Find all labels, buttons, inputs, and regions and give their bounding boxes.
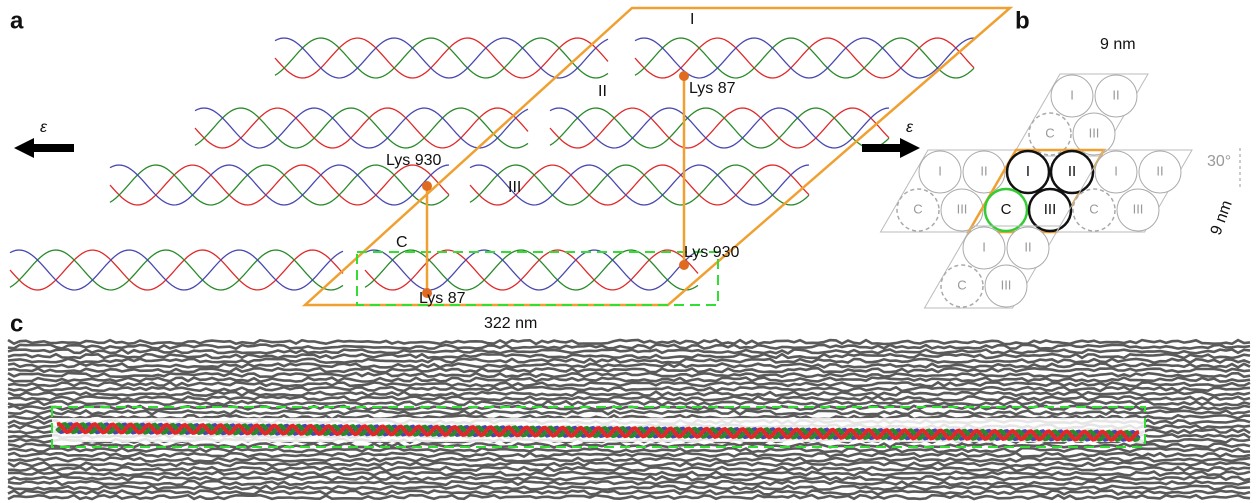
microfibril-label: II <box>1068 163 1076 180</box>
microfibril-label: C <box>957 277 966 292</box>
residue-label: Lys 930 <box>684 244 740 261</box>
residue-dot <box>679 260 689 270</box>
strain-label: ε <box>906 119 914 136</box>
panel-label: b <box>1015 7 1030 34</box>
length-label: 322 nm <box>484 315 537 332</box>
microfibril-label: III <box>1133 201 1144 216</box>
figure: a I II III C Lys 87 Lys 930 Lys 930 Lys … <box>0 0 1257 503</box>
microfibril-label: C <box>1045 125 1054 140</box>
helix-strand <box>365 250 698 290</box>
microfibril-label: I <box>1026 163 1030 180</box>
microfibril-label: I <box>690 11 694 28</box>
residue-label: Lys 87 <box>689 80 736 97</box>
residue-label: Lys 930 <box>386 152 442 169</box>
microfibril-label: C <box>913 201 922 216</box>
microfibril-label: C <box>396 234 408 251</box>
microfibril-label: II <box>1112 87 1119 102</box>
microfibril-label: II <box>598 83 607 100</box>
helix-strand <box>275 38 608 78</box>
microfibril-label: II <box>1024 239 1031 254</box>
helix-strand <box>10 250 343 290</box>
residue-dot <box>422 181 432 191</box>
microfibril-label: II <box>1156 163 1163 178</box>
microfibril-label: I <box>938 163 942 178</box>
microfibril-label: C <box>1089 201 1098 216</box>
microfibril-label: I <box>982 239 986 254</box>
panel-label: a <box>10 7 24 34</box>
microfibril-label: I <box>1070 87 1074 102</box>
microfibril-label: I <box>1114 163 1118 178</box>
microfibril-label: III <box>1044 201 1057 218</box>
microfibril-label: C <box>1001 201 1012 218</box>
microfibril-label: III <box>957 201 968 216</box>
dimension-label: 9 nm <box>1208 198 1236 237</box>
residue-dot <box>679 71 689 81</box>
helix-strand <box>195 108 528 148</box>
microfibril-label: III <box>1001 277 1012 292</box>
microfibril-label: II <box>980 163 987 178</box>
selection-box <box>357 252 718 305</box>
residue-label: Lys 87 <box>419 290 466 307</box>
strain-arrow <box>14 138 74 158</box>
microfibril-label: III <box>508 179 521 196</box>
simulation-snapshot <box>8 338 1250 501</box>
dimension-label: 9 nm <box>1100 36 1136 53</box>
strain-label: ε <box>40 119 48 136</box>
angle-label: 30° <box>1207 153 1231 170</box>
strain-arrow <box>862 138 920 158</box>
microfibril-label: III <box>1089 125 1100 140</box>
panel-label: c <box>10 310 23 337</box>
